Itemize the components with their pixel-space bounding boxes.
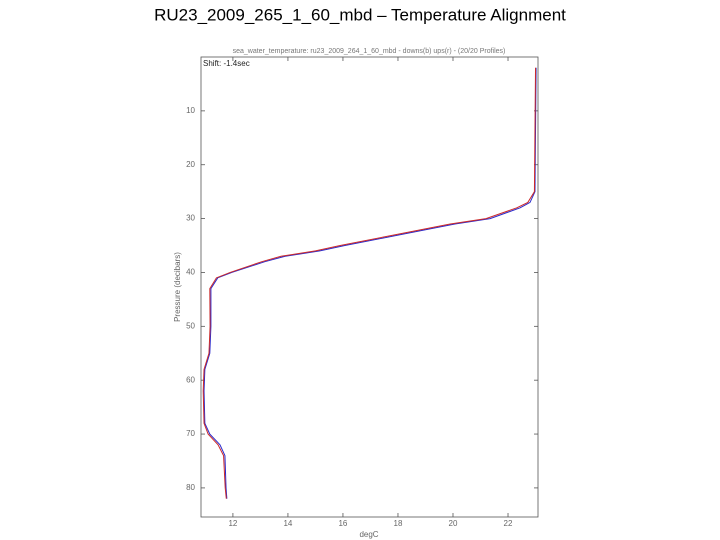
profile-line <box>203 67 537 499</box>
y-tick-label: 60 <box>186 375 195 384</box>
x-tick-label: 14 <box>283 519 292 528</box>
x-tick-label: 16 <box>338 519 347 528</box>
y-tick-label: 80 <box>186 483 195 492</box>
x-axis-label: degC <box>359 530 378 539</box>
y-axis-label: Pressure (decibars) <box>173 252 182 322</box>
page-title: RU23_2009_265_1_60_mbd – Temperature Ali… <box>154 5 566 24</box>
plot-frame <box>200 56 539 518</box>
plot-title: sea_water_temperature: ru23_2009_264_1_6… <box>233 48 506 55</box>
x-tick-label: 18 <box>394 519 403 528</box>
y-tick-label: 30 <box>186 214 195 223</box>
profile-line <box>202 67 537 499</box>
y-tick-label: 70 <box>186 429 195 438</box>
y-tick-label: 50 <box>186 321 195 330</box>
y-tick-label: 10 <box>186 106 195 115</box>
x-tick-label: 20 <box>449 519 458 528</box>
annotation: Shift: -1.4sec <box>203 59 250 68</box>
y-tick-label: 20 <box>186 160 195 169</box>
y-tick-label: 40 <box>186 268 195 277</box>
x-tick-label: 22 <box>504 519 513 528</box>
x-tick-label: 12 <box>228 519 237 528</box>
